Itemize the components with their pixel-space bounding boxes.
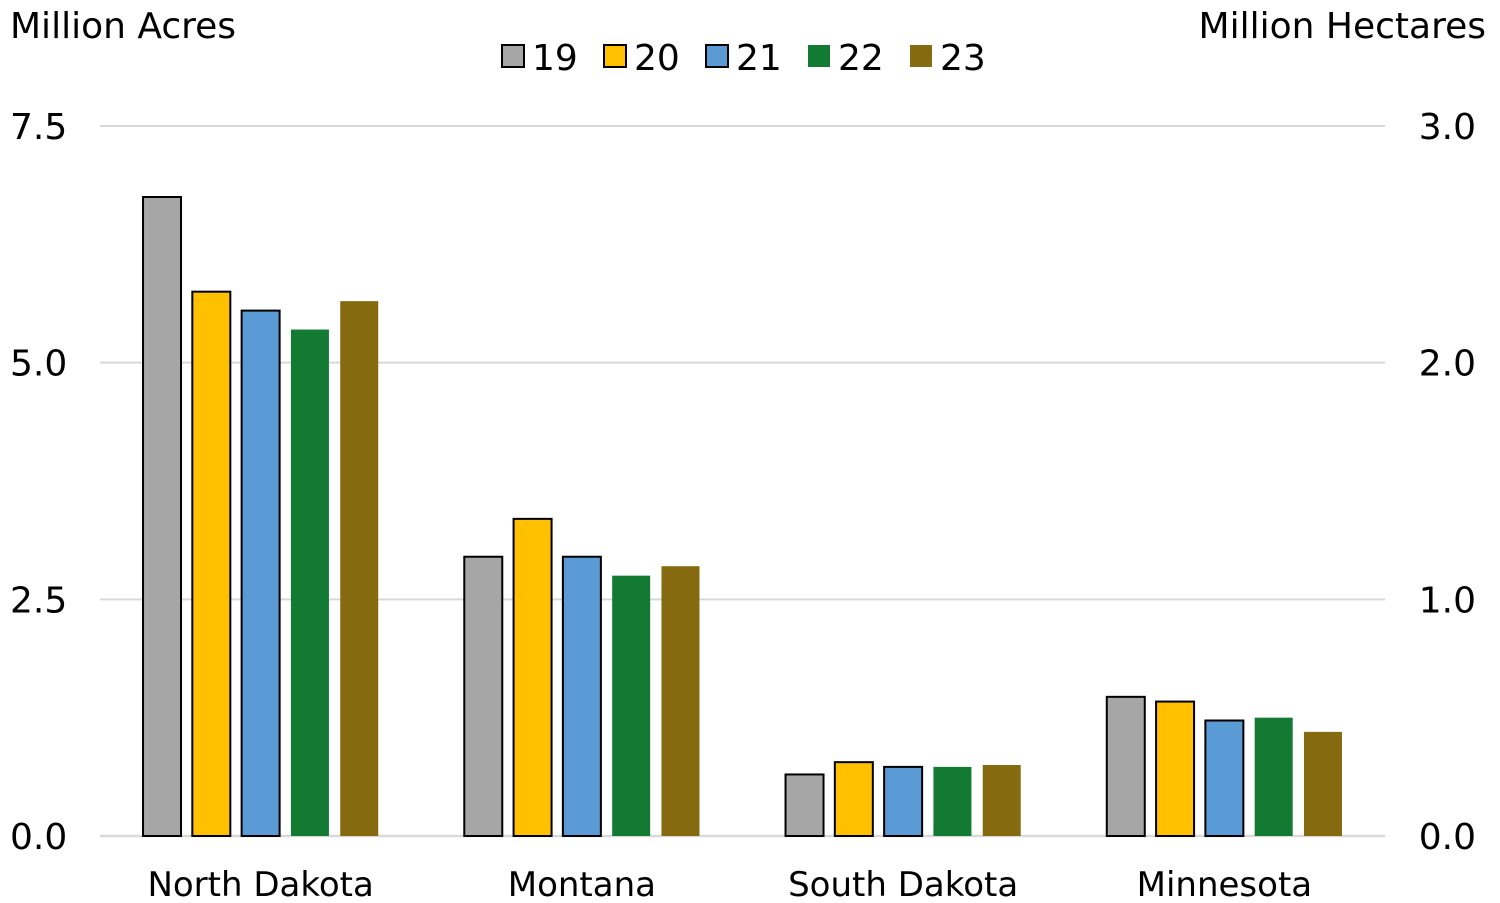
bar-22-north-dakota (290, 329, 329, 836)
legend-swatch (910, 45, 932, 67)
bar-21-minnesota (1204, 719, 1245, 837)
legend-label: 23 (940, 38, 986, 79)
axis-ticks: 0.0 2.5 5.0 7.5 0.0 1.0 2.0 3.0 (10, 107, 1476, 858)
bar-21-south-dakota (883, 765, 924, 837)
bar-21-montana (561, 555, 602, 837)
bar-22-minnesota (1254, 717, 1293, 836)
category-label: North Dakota (147, 865, 373, 903)
bar-20-south-dakota (833, 761, 874, 837)
y-tick-label-left: 0.0 (10, 817, 67, 858)
category-label: Minnesota (1137, 865, 1312, 903)
legend-label: 19 (532, 38, 578, 79)
bar-23-north-dakota (340, 301, 379, 837)
bar-23-south-dakota (982, 765, 1021, 836)
y-tick-label-left: 2.5 (10, 580, 67, 621)
bar-20-minnesota (1155, 700, 1196, 837)
bar-19-north-dakota (142, 196, 183, 837)
y-tick-label-left: 5.0 (10, 344, 67, 385)
category-label: South Dakota (788, 865, 1018, 903)
legend-swatch (603, 44, 627, 68)
y-tick-label-right: 3.0 (1419, 107, 1476, 148)
y-tick-label-right: 2.0 (1419, 344, 1476, 385)
legend-swatch (808, 45, 830, 67)
bar-19-south-dakota (784, 773, 825, 838)
legend-swatch (705, 44, 729, 68)
bar-20-north-dakota (191, 290, 232, 837)
right-axis-title: Million Hectares (1199, 6, 1486, 47)
category-labels: North Dakota Montana South Dakota Minnesota (147, 865, 1312, 903)
y-tick-label-right: 1.0 (1419, 580, 1476, 621)
legend-label: 22 (838, 38, 884, 79)
bar-23-montana (661, 566, 700, 836)
bar-19-montana (463, 555, 504, 837)
legend-swatch (501, 44, 525, 68)
y-tick-label-left: 7.5 (10, 107, 67, 148)
legend-label: 20 (634, 38, 680, 79)
bar-21-north-dakota (240, 309, 281, 838)
bar-23-minnesota (1303, 731, 1342, 836)
bar-22-montana (612, 575, 651, 836)
bar-22-south-dakota (933, 766, 972, 836)
y-tick-label-right: 0.0 (1419, 817, 1476, 858)
legend: 19 20 21 22 23 (501, 38, 986, 79)
bars (142, 196, 1342, 838)
category-label: Montana (508, 865, 656, 903)
legend-label: 21 (736, 38, 782, 79)
bar-19-minnesota (1105, 695, 1146, 838)
left-axis-title: Million Acres (10, 6, 236, 47)
bar-20-montana (512, 517, 553, 837)
